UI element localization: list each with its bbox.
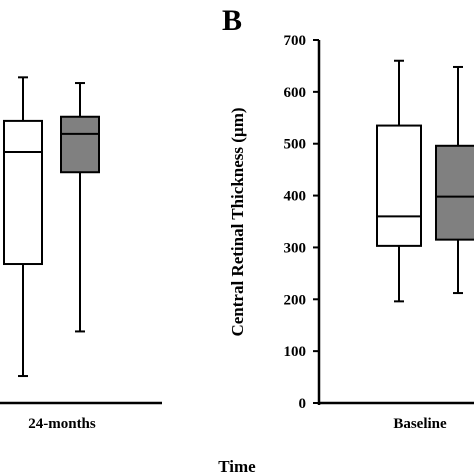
right-boxes	[376, 59, 474, 303]
x-tick-label: Baseline	[393, 416, 447, 432]
box-series-0-baseline	[376, 59, 422, 303]
y-ticks: 0 100 200 300 400 500 600 700	[284, 33, 319, 412]
x-tick-label: 24-months	[28, 416, 96, 432]
left-boxes	[3, 76, 100, 378]
y-tick-label: 100	[284, 344, 307, 360]
y-tick-label: 700	[284, 33, 307, 49]
box	[3, 119, 43, 266]
y-tick-label: 400	[284, 189, 307, 205]
box	[60, 115, 100, 174]
y-tick-label: 300	[284, 240, 307, 256]
y-axis-label: Central Retinal Thickness (µm)	[228, 107, 247, 336]
y-tick-label: 0	[299, 396, 307, 412]
box	[435, 144, 474, 241]
x-axis-label: Time	[218, 457, 256, 474]
box-series-1-baseline	[435, 65, 474, 295]
box-series-0-24-months	[3, 76, 43, 378]
panel-left: 24-months	[0, 76, 162, 432]
y-tick-label: 500	[284, 137, 307, 153]
box	[376, 124, 422, 247]
panel-letter: B	[222, 4, 242, 37]
box-series-1-24-months	[60, 82, 100, 333]
right-x-tick-labels: Baseline	[393, 416, 447, 432]
y-tick-label: 600	[284, 85, 307, 101]
y-tick-label: 200	[284, 292, 307, 308]
panel-b: B 0 100 200 300 400 500 600 700 Baseline Centra…	[222, 4, 474, 432]
left-x-tick-labels: 24-months	[28, 416, 96, 432]
